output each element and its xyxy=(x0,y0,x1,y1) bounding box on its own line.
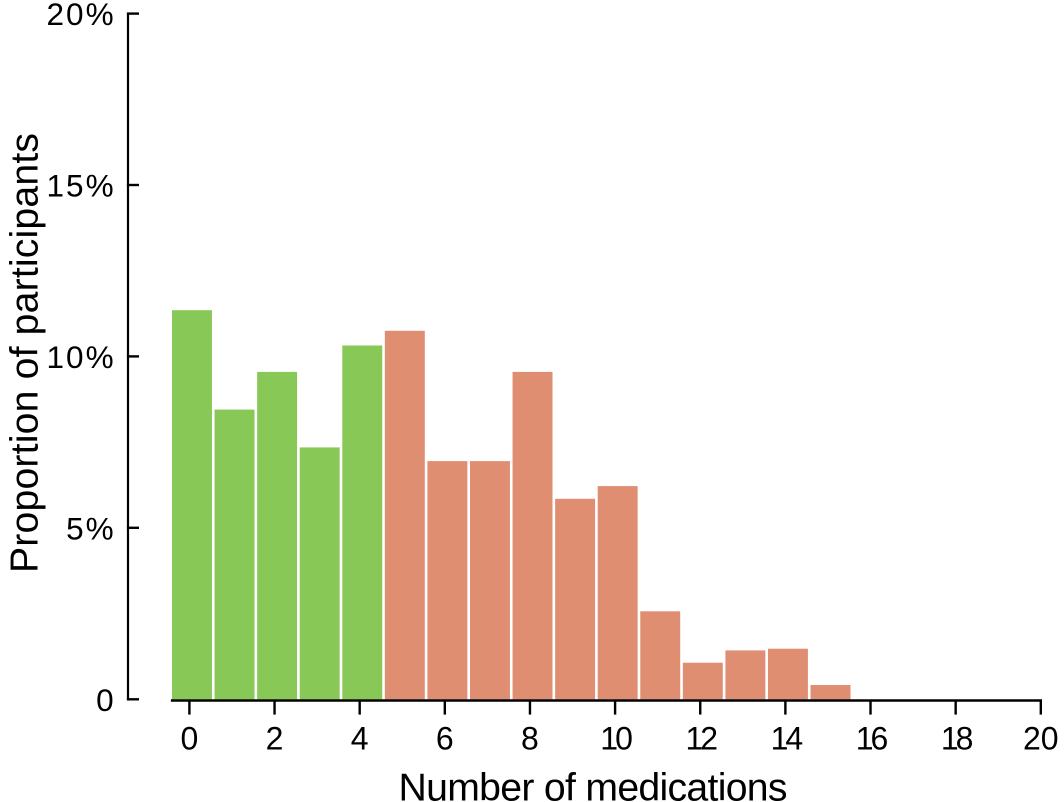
svg-text:10%: 10% xyxy=(46,339,115,375)
svg-text:20: 20 xyxy=(1023,721,1059,757)
svg-text:2: 2 xyxy=(266,721,284,757)
svg-text:0: 0 xyxy=(96,682,116,718)
svg-text:20%: 20% xyxy=(46,0,115,32)
svg-text:12: 12 xyxy=(685,721,717,757)
svg-text:Proportion of participants: Proportion of participants xyxy=(4,133,47,573)
svg-text:8: 8 xyxy=(521,721,539,757)
svg-text:14: 14 xyxy=(771,721,803,757)
svg-text:4: 4 xyxy=(351,721,369,757)
svg-text:16: 16 xyxy=(856,721,888,757)
svg-text:0: 0 xyxy=(181,721,199,757)
svg-text:10: 10 xyxy=(600,721,632,757)
svg-text:6: 6 xyxy=(436,721,454,757)
svg-text:5%: 5% xyxy=(66,510,116,546)
svg-text:18: 18 xyxy=(941,721,973,757)
svg-text:Number of medications: Number of medications xyxy=(399,767,788,802)
svg-text:15%: 15% xyxy=(46,168,115,204)
